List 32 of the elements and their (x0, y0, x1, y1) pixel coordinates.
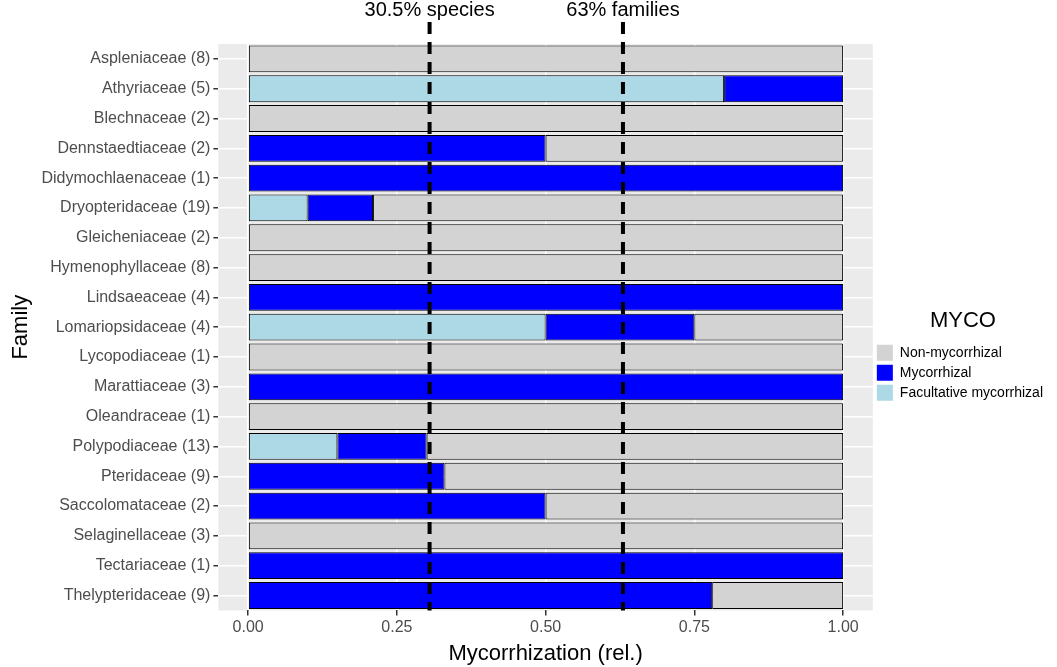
y-tick-label: Thelypteridaceae (9) (63, 585, 211, 603)
y-axis-title: Family (7, 294, 33, 360)
x-tick-label: 0.00 (232, 618, 264, 636)
y-tick-label: Tectariaceae (1) (95, 556, 211, 574)
legend-label: Mycorrhizal (899, 363, 972, 380)
y-tick-label: Gleicheniaceae (2) (76, 228, 211, 246)
y-tick-label: Aspleniaceae (8) (90, 49, 211, 67)
y-tick-label: Lindsaeaceae (4) (86, 287, 211, 305)
y-tick-label: Selaginellaceae (3) (73, 526, 211, 544)
y-tick-label: Didymochlaenaceae (1) (41, 168, 211, 186)
x-tick-label: 1.00 (827, 618, 859, 636)
x-tick-label: 0.75 (678, 618, 711, 636)
ref-line-label: 63% families (566, 0, 680, 20)
x-tick-label: 0.50 (530, 618, 562, 636)
y-tick-label: Hymenophyllaceae (8) (50, 257, 211, 275)
legend-title: MYCO (929, 307, 996, 333)
y-tick-label: Oleandraceae (1) (85, 407, 211, 425)
ref-line-label: 30.5% species (364, 0, 495, 20)
y-tick-label: Saccolomataceae (2) (59, 496, 211, 514)
y-tick-label: Athyriaceae (5) (101, 79, 211, 97)
legend-label: Facultative mycorrhizal (899, 383, 1043, 400)
x-axis-title: Mycorrhization (rel.) (448, 639, 643, 665)
y-tick-label: Polypodiaceae (13) (72, 436, 211, 454)
legend-label: Non-mycorrhizal (899, 343, 1002, 360)
y-tick-label: Lomariopsidaceae (4) (55, 317, 211, 335)
y-tick-label: Marattiaceae (3) (93, 377, 211, 395)
y-tick-label: Dryopteridaceae (19) (60, 198, 211, 216)
x-tick-label: 0.25 (381, 618, 413, 636)
y-tick-label: Dennstaedtiaceae (2) (57, 138, 211, 156)
y-tick-label: Blechnaceae (2) (93, 108, 211, 126)
y-tick-label: Lycopodiaceae (1) (79, 347, 211, 365)
y-tick-label: Pteridaceae (9) (100, 466, 211, 484)
